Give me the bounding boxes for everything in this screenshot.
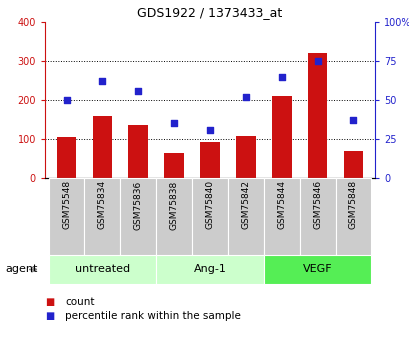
Text: ■: ■ — [45, 297, 54, 307]
Text: GSM75846: GSM75846 — [312, 180, 321, 229]
Bar — [271, 96, 291, 178]
Bar — [263, 178, 299, 255]
Bar — [227, 178, 263, 255]
Text: GSM75838: GSM75838 — [169, 180, 178, 229]
Bar — [191, 178, 227, 255]
Text: VEGF: VEGF — [302, 265, 332, 275]
Text: GSM75848: GSM75848 — [348, 180, 357, 229]
Bar — [84, 178, 120, 255]
Text: agent: agent — [5, 265, 37, 275]
Point — [135, 88, 141, 93]
Point — [63, 97, 70, 103]
Point — [206, 127, 213, 132]
Bar — [299, 178, 335, 255]
Point — [278, 74, 284, 79]
Point — [99, 79, 106, 84]
Text: GSM75840: GSM75840 — [205, 180, 214, 229]
Bar — [307, 53, 327, 178]
Text: percentile rank within the sample: percentile rank within the sample — [65, 311, 241, 321]
Bar — [49, 255, 156, 284]
Point — [242, 94, 249, 100]
Bar — [92, 116, 112, 178]
Bar — [156, 255, 263, 284]
Bar — [335, 178, 371, 255]
Bar — [200, 142, 219, 178]
Bar — [263, 255, 371, 284]
Text: GSM75842: GSM75842 — [241, 180, 250, 229]
Bar — [164, 152, 184, 178]
Text: GDS1922 / 1373433_at: GDS1922 / 1373433_at — [137, 7, 282, 20]
Point — [171, 121, 177, 126]
Text: count: count — [65, 297, 95, 307]
Bar — [343, 151, 362, 178]
Text: GSM75844: GSM75844 — [276, 180, 285, 229]
Text: ■: ■ — [45, 311, 54, 321]
Text: untreated: untreated — [75, 265, 130, 275]
Text: GSM75834: GSM75834 — [98, 180, 107, 229]
Bar — [236, 136, 255, 178]
Bar — [156, 178, 191, 255]
Bar — [56, 137, 76, 178]
Text: GSM75836: GSM75836 — [133, 180, 142, 229]
Text: GSM75548: GSM75548 — [62, 180, 71, 229]
Point — [314, 58, 320, 64]
Bar — [120, 178, 156, 255]
Text: Ang-1: Ang-1 — [193, 265, 226, 275]
Bar — [128, 125, 148, 178]
Bar — [49, 178, 84, 255]
Point — [349, 118, 356, 123]
